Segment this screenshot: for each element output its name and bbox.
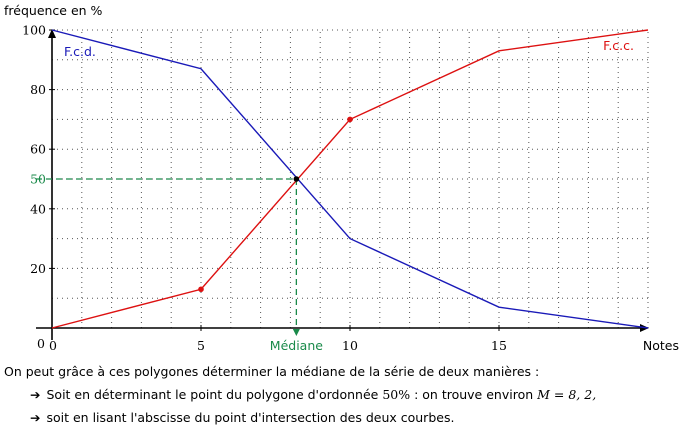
y-tick-label: 40: [30, 201, 46, 216]
arrow-right-icon: ➔: [30, 410, 41, 425]
ticks: 0 5 10 15 0 20 40 60 80 100: [22, 23, 507, 354]
bullet-1-percent: 50%: [382, 387, 411, 402]
bullet-2: ➔ soit en lisant l'abscisse du point d'in…: [4, 406, 680, 429]
chart: 0 5 10 15 0 20 40 60 80 100 50 Médiane fréquence en…: [4, 3, 679, 354]
x-tick-label: 10: [342, 338, 358, 353]
x-tick-label: 5: [197, 338, 205, 353]
x-tick-label: 0: [49, 338, 57, 353]
x-axis-title: Notes: [643, 338, 679, 353]
bullet-1-text: Soit en déterminant le point du polygone…: [46, 387, 383, 402]
median-value: M = 8, 2,: [537, 387, 597, 402]
series-label-fcc: F.c.c.: [603, 38, 634, 53]
series-line-1: [51, 29, 649, 329]
intro-text: On peut grâce à ces polygones déterminer…: [4, 364, 540, 379]
axes: [36, 29, 649, 340]
y-axis-arrow: [48, 29, 56, 38]
median-x-label: Médiane: [270, 338, 323, 353]
y-tick-label: 60: [30, 142, 46, 157]
y-tick-label: 100: [22, 23, 46, 38]
arrow-right-icon: ➔: [30, 387, 41, 402]
bullet-1-middle: : on trouve environ: [410, 387, 538, 402]
y-tick-label: 80: [30, 82, 46, 97]
y-tick-label: 20: [30, 261, 46, 276]
data-point: [347, 116, 353, 123]
data-point: [293, 176, 300, 182]
bullet-1: ➔ Soit en déterminant le point du polygon…: [4, 383, 680, 406]
median-guide-arrow: [292, 329, 300, 336]
y-axis-title: fréquence en %: [4, 3, 103, 18]
series-label-fcd: F.c.d.: [64, 44, 96, 59]
y-tick-label: 0: [37, 336, 45, 351]
points: [198, 116, 353, 293]
x-tick-label: 15: [491, 338, 507, 353]
median-y-label: 50: [30, 172, 46, 187]
data-point: [198, 286, 204, 293]
explanation: On peut grâce à ces polygones déterminer…: [4, 360, 680, 429]
bullet-2-text: soit en lisant l'abscisse du point d'int…: [46, 410, 455, 425]
median-guides: [36, 178, 300, 336]
